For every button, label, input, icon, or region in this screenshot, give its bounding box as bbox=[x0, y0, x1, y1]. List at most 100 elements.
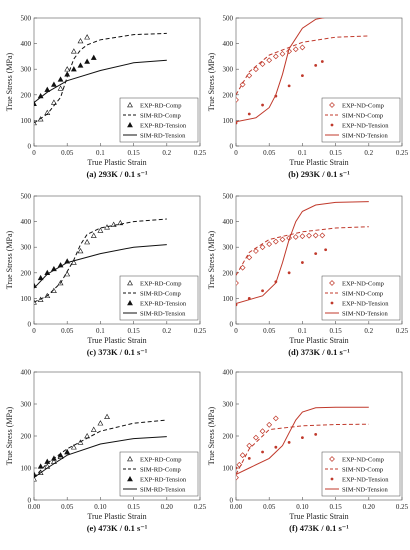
legend-entry: EXP-ND-Tension bbox=[330, 300, 389, 307]
x-tick-label: 0.05 bbox=[263, 503, 276, 511]
data-point bbox=[320, 60, 324, 63]
x-tick-label: 0.10 bbox=[296, 503, 309, 511]
data-point bbox=[90, 232, 97, 238]
data-point bbox=[274, 445, 278, 449]
series-line bbox=[34, 32, 167, 124]
legend-label: SIM-ND-Tension bbox=[342, 132, 389, 139]
data-point bbox=[104, 413, 110, 420]
chart-caption: (b) 293K / 0.1 s⁻¹ bbox=[288, 169, 350, 179]
legend-label: EXP-RD-Comp bbox=[140, 280, 182, 287]
legend-entry: SIM-RD-Comp bbox=[123, 112, 181, 119]
data-point bbox=[51, 81, 57, 87]
series-sim-rd-comp bbox=[34, 32, 167, 124]
x-axis-label: True Plastic Strain bbox=[87, 336, 146, 345]
plot-frame bbox=[33, 195, 201, 325]
x-tick-label: 0.1 bbox=[96, 327, 105, 335]
plot-area bbox=[34, 218, 167, 305]
x-tick-label: 0.10 bbox=[94, 503, 107, 511]
legend-label: EXP-RD-Tension bbox=[140, 122, 187, 129]
x-tick-label: 0.2 bbox=[364, 327, 373, 335]
data-point bbox=[77, 248, 84, 254]
series-sim-rd-comp bbox=[34, 419, 167, 478]
data-point bbox=[77, 38, 84, 44]
legend-label: EXP-ND-Tension bbox=[342, 476, 389, 483]
legend-entry: SIM-ND-Tension bbox=[325, 310, 389, 317]
x-tick-label: 0.00 bbox=[28, 503, 41, 511]
x-tick-label: 0.05 bbox=[61, 503, 74, 511]
data-point bbox=[70, 48, 77, 54]
legend-marker bbox=[329, 456, 335, 462]
data-point bbox=[236, 303, 238, 307]
x-tick-label: 0 bbox=[234, 149, 238, 157]
data-point bbox=[261, 103, 264, 107]
legend: EXP-ND-Comp SIM-ND-Comp EXP-ND-Tension SIM-… bbox=[321, 97, 401, 143]
data-point bbox=[261, 289, 264, 293]
data-point bbox=[247, 457, 251, 460]
series-exp-rd-tension bbox=[34, 448, 71, 477]
legend-entry: EXP-ND-Comp bbox=[329, 456, 384, 463]
legend-entry: EXP-RD-Comp bbox=[127, 279, 182, 287]
data-point bbox=[51, 455, 57, 461]
legend-label: SIM-ND-Tension bbox=[342, 310, 389, 317]
series-line bbox=[236, 35, 369, 96]
legend-entry: SIM-RD-Tension bbox=[123, 310, 186, 317]
plot-area bbox=[236, 201, 369, 307]
data-point bbox=[236, 121, 238, 125]
y-tick-label: 100 bbox=[21, 465, 32, 473]
data-point bbox=[259, 244, 266, 251]
y-axis-label: True Stress (MPa) bbox=[207, 230, 216, 289]
series-line bbox=[34, 419, 167, 478]
y-tick-label: 0 bbox=[230, 143, 234, 151]
chart-c: 0 100 200 300 400 500 0 0.05 0.1 0.15 0.2 0.25 True … bbox=[5, 193, 207, 358]
series-exp-nd-comp bbox=[236, 232, 326, 286]
chart-f: 0 100 200 300 400 0.00 0.05 0.10 0.15 0.20 0.25 Tru… bbox=[207, 369, 409, 534]
data-point bbox=[84, 58, 91, 64]
chart-b: 0 100 200 300 400 500 0 0.05 0.1 0.15 0.2 0.25 True … bbox=[207, 15, 409, 180]
data-point bbox=[44, 109, 51, 115]
data-point bbox=[314, 63, 318, 67]
data-point bbox=[259, 428, 266, 435]
y-tick-label: 200 bbox=[223, 269, 234, 277]
x-tick-label: 0.20 bbox=[363, 503, 376, 511]
x-tick-label: 0.15 bbox=[329, 149, 342, 157]
y-tick-label: 500 bbox=[21, 15, 32, 23]
data-point bbox=[97, 227, 104, 233]
x-tick-label: 0.2 bbox=[364, 149, 373, 157]
legend-entry: SIM-ND-Comp bbox=[325, 112, 383, 119]
data-point bbox=[110, 221, 117, 227]
y-tick-label: 400 bbox=[21, 369, 32, 377]
x-tick-label: 0.15 bbox=[127, 327, 140, 335]
series-sim-rd-tension bbox=[34, 244, 167, 289]
plot-area bbox=[34, 32, 167, 126]
data-point bbox=[104, 224, 110, 230]
x-tick-label: 0.25 bbox=[396, 327, 409, 335]
plot-frame bbox=[33, 17, 201, 147]
y-tick-label: 200 bbox=[223, 433, 234, 441]
legend-label: SIM-ND-Comp bbox=[342, 112, 383, 119]
x-tick-label: 0.05 bbox=[61, 327, 74, 335]
data-point bbox=[236, 461, 243, 468]
series-exp-nd-tension bbox=[236, 248, 328, 307]
legend-entry: SIM-ND-Tension bbox=[325, 486, 389, 493]
series-exp-rd-comp bbox=[34, 219, 124, 305]
data-point bbox=[90, 54, 97, 60]
data-point bbox=[64, 448, 71, 455]
legend-marker bbox=[127, 299, 133, 306]
data-point bbox=[306, 232, 312, 239]
data-point bbox=[236, 97, 239, 103]
data-point bbox=[34, 471, 37, 477]
data-point bbox=[292, 46, 299, 53]
data-point bbox=[272, 238, 279, 245]
legend: EXP-ND-Comp SIM-ND-Comp EXP-ND-Tension SIM-… bbox=[321, 451, 401, 497]
x-axis-label: True Plastic Strain bbox=[289, 512, 348, 521]
legend-label: SIM-ND-Comp bbox=[342, 290, 383, 297]
x-tick-label: 0.15 bbox=[127, 503, 140, 511]
x-tick-label: 0.05 bbox=[263, 327, 276, 335]
legend-marker bbox=[127, 121, 133, 128]
legend-label: SIM-ND-Comp bbox=[342, 466, 383, 473]
legend: EXP-RD-Comp SIM-RD-Comp EXP-RD-Tension SIM-… bbox=[119, 451, 199, 497]
series-sim-rd-tension bbox=[34, 436, 167, 479]
x-tick-label: 0.25 bbox=[194, 149, 207, 157]
y-tick-label: 200 bbox=[21, 433, 32, 441]
legend-label: EXP-RD-Comp bbox=[140, 102, 182, 109]
